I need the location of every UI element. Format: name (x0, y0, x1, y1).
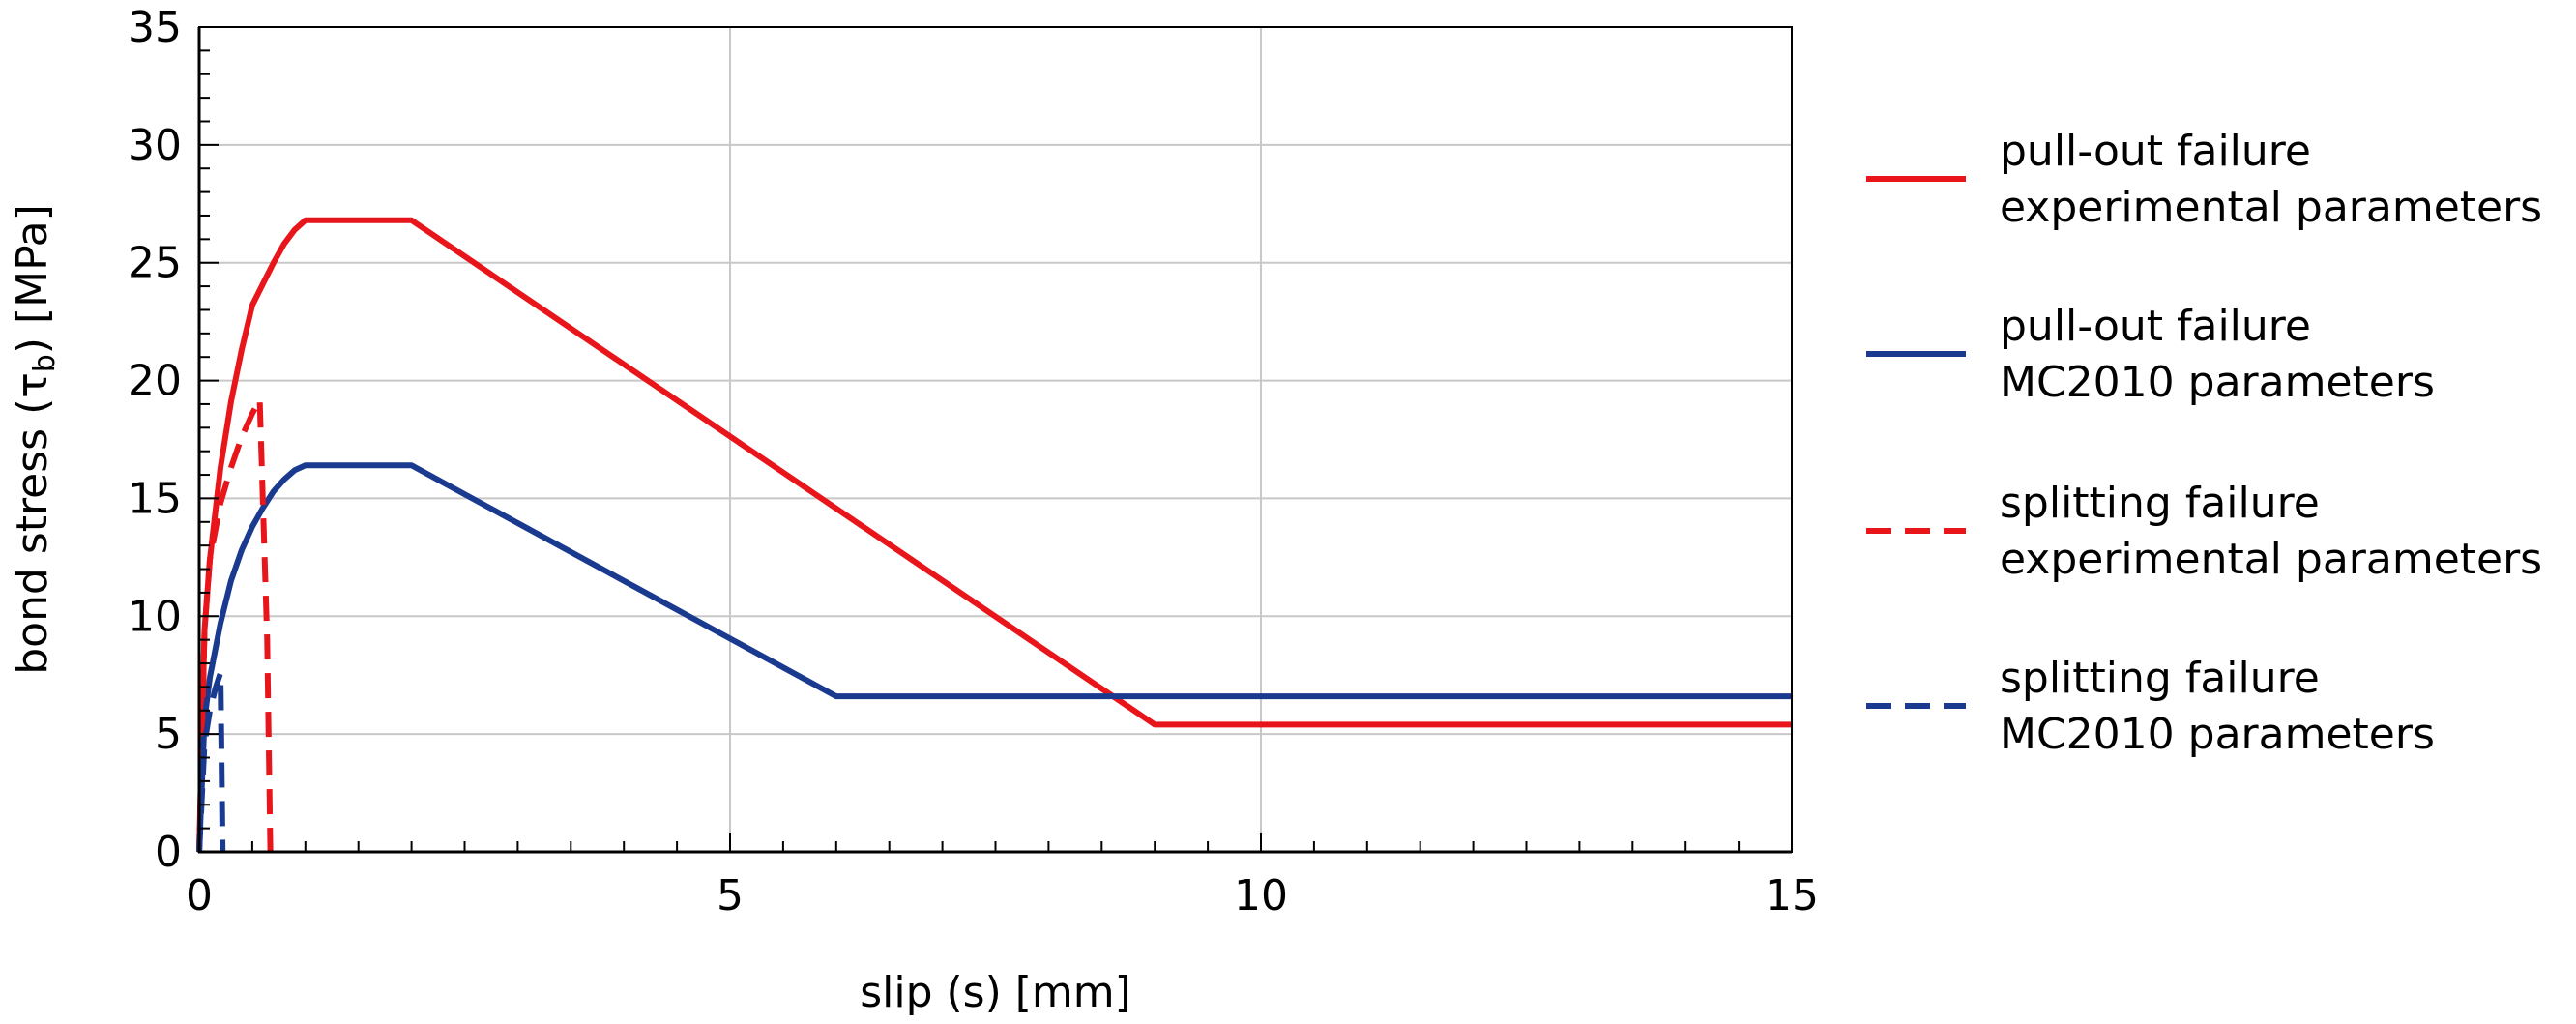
data-series (196, 217, 1792, 853)
x-tick-label: 10 (1234, 871, 1288, 921)
legend-label-2: pull-out failure MC2010 parameters (2000, 302, 2435, 407)
legend-label-line: splitting failure (2000, 654, 2320, 703)
y-tick-label: 0 (155, 828, 182, 877)
y-tick-label: 20 (128, 357, 182, 406)
x-tick-label: 0 (186, 871, 213, 921)
legend-label-line: pull-out failure (2000, 127, 2311, 176)
y-axis-title: bond stress (τb) [MPa] (8, 204, 62, 675)
x-tick-label: 5 (717, 871, 744, 921)
x-axis-title: slip (s) [mm] (860, 968, 1131, 1017)
axis-ticks (198, 26, 1793, 853)
y-tick-label: 5 (155, 710, 182, 759)
y-axis-title-suffix: ) [MPa] (8, 204, 57, 354)
legend-label-line: MC2010 parameters (2000, 710, 2435, 759)
legend-label-1: pull-out failure experimental parameters (2000, 127, 2542, 232)
legend-label-line: splitting failure (2000, 479, 2320, 528)
y-tick-label: 25 (128, 239, 182, 288)
legend-label-3: splitting failure experimental parameters (2000, 479, 2542, 584)
tick-labels: 0 5 10 15 0 5 10 15 20 25 30 35 (128, 3, 1819, 921)
y-tick-label: 35 (128, 3, 182, 52)
y-tick-label: 10 (128, 592, 182, 641)
legend-label-line: experimental parameters (2000, 183, 2542, 232)
x-tick-label: 15 (1765, 871, 1819, 921)
series-line-1 (196, 217, 1792, 853)
plot-frame (197, 26, 1793, 854)
grid (199, 27, 1792, 852)
y-axis-title-prefix: bond stress (τ (8, 372, 57, 675)
plot-border (198, 26, 1793, 853)
legend: pull-out failure experimental parametersp… (1866, 127, 2542, 759)
legend-label-line: MC2010 parameters (2000, 358, 2435, 407)
y-tick-label: 15 (128, 474, 182, 523)
series-line-2 (196, 462, 1792, 853)
series-line-4 (196, 669, 226, 853)
legend-label-line: experimental parameters (2000, 535, 2542, 584)
legend-label-line: pull-out failure (2000, 302, 2311, 351)
y-tick-label: 30 (128, 121, 182, 170)
legend-label-4: splitting failure MC2010 parameters (2000, 654, 2435, 759)
series-line-3 (196, 396, 274, 853)
y-axis-title-subscript: b (28, 354, 62, 372)
